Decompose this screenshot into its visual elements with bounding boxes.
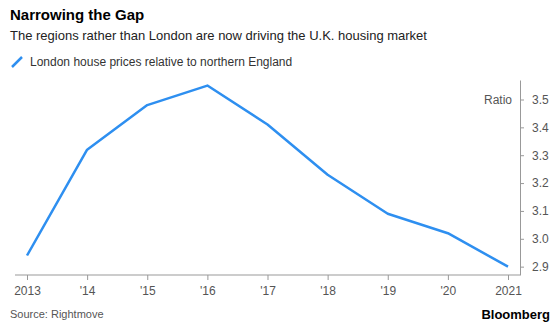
x-tick-label: 2021: [495, 284, 522, 298]
x-tick: '16: [200, 275, 216, 298]
x-tick: 2013: [14, 275, 41, 298]
x-tick-mark: [508, 275, 509, 280]
x-axis: 2013 '14 '15 '16 '17 '18 '19 '20 2021: [14, 275, 522, 298]
x-tick: '15: [140, 275, 156, 298]
x-tick: 2021: [495, 275, 522, 298]
x-tick-mark: [328, 275, 329, 280]
x-tick-mark: [448, 275, 449, 280]
plot-area: [27, 86, 508, 267]
y-tick: 3.3: [520, 149, 549, 163]
x-tick-mark: [207, 275, 208, 280]
y-tick: 3.5: [520, 93, 549, 107]
x-tick-label: '15: [140, 284, 156, 298]
x-tick-mark: [268, 275, 269, 280]
x-tick-label: '20: [441, 284, 457, 298]
title: Narrowing the Gap: [10, 6, 144, 23]
x-tick: '19: [380, 275, 396, 298]
series-line: [27, 86, 508, 267]
background: [0, 0, 560, 331]
y-tick-label: 3.4: [532, 121, 549, 135]
y-tick: 3.2: [520, 176, 549, 190]
legend-label: London house prices relative to northern…: [30, 55, 292, 69]
x-tick-label: '19: [380, 284, 396, 298]
y-tick: 2.9: [520, 260, 549, 274]
y-axis-line: [520, 81, 521, 276]
y-tick-mark: [520, 183, 524, 184]
y-tick-mark: [520, 100, 524, 101]
y-axis-title: Ratio: [484, 93, 512, 107]
y-tick: 3.4: [520, 121, 549, 135]
y-tick-label: 2.9: [532, 260, 549, 274]
x-tick-mark: [87, 275, 88, 280]
x-tick-label: '18: [320, 284, 336, 298]
legend-swatch: [12, 57, 22, 67]
x-tick: '20: [441, 275, 457, 298]
credit: Bloomberg: [481, 307, 550, 322]
y-axis: 2.9 3.0 3.1 3.2 3.3 3.4 3.5: [520, 81, 549, 276]
y-tick-mark: [520, 239, 524, 240]
y-tick-label: 3.5: [532, 93, 549, 107]
x-tick: '14: [80, 275, 96, 298]
y-tick-label: 3.0: [532, 232, 549, 246]
y-tick-mark: [520, 155, 524, 156]
y-tick-label: 3.1: [532, 204, 549, 218]
x-tick-label: '14: [80, 284, 96, 298]
x-tick-label: 2013: [14, 284, 41, 298]
y-tick: 3.0: [520, 232, 549, 246]
y-tick-mark: [520, 211, 524, 212]
y-tick-label: 3.2: [532, 176, 549, 190]
y-tick-mark: [520, 267, 524, 268]
y-tick: 3.1: [520, 204, 549, 218]
x-tick-mark: [388, 275, 389, 280]
x-tick-mark: [147, 275, 148, 280]
x-tick-label: '16: [200, 284, 216, 298]
y-tick-label: 3.3: [532, 149, 549, 163]
x-tick: '18: [320, 275, 336, 298]
subtitle: The regions rather than London are now d…: [10, 28, 427, 43]
source: Source: Rightmove: [10, 308, 104, 320]
y-tick-mark: [520, 127, 524, 128]
x-tick: '17: [260, 275, 276, 298]
x-tick-label: '17: [260, 284, 276, 298]
x-tick-mark: [27, 275, 28, 280]
